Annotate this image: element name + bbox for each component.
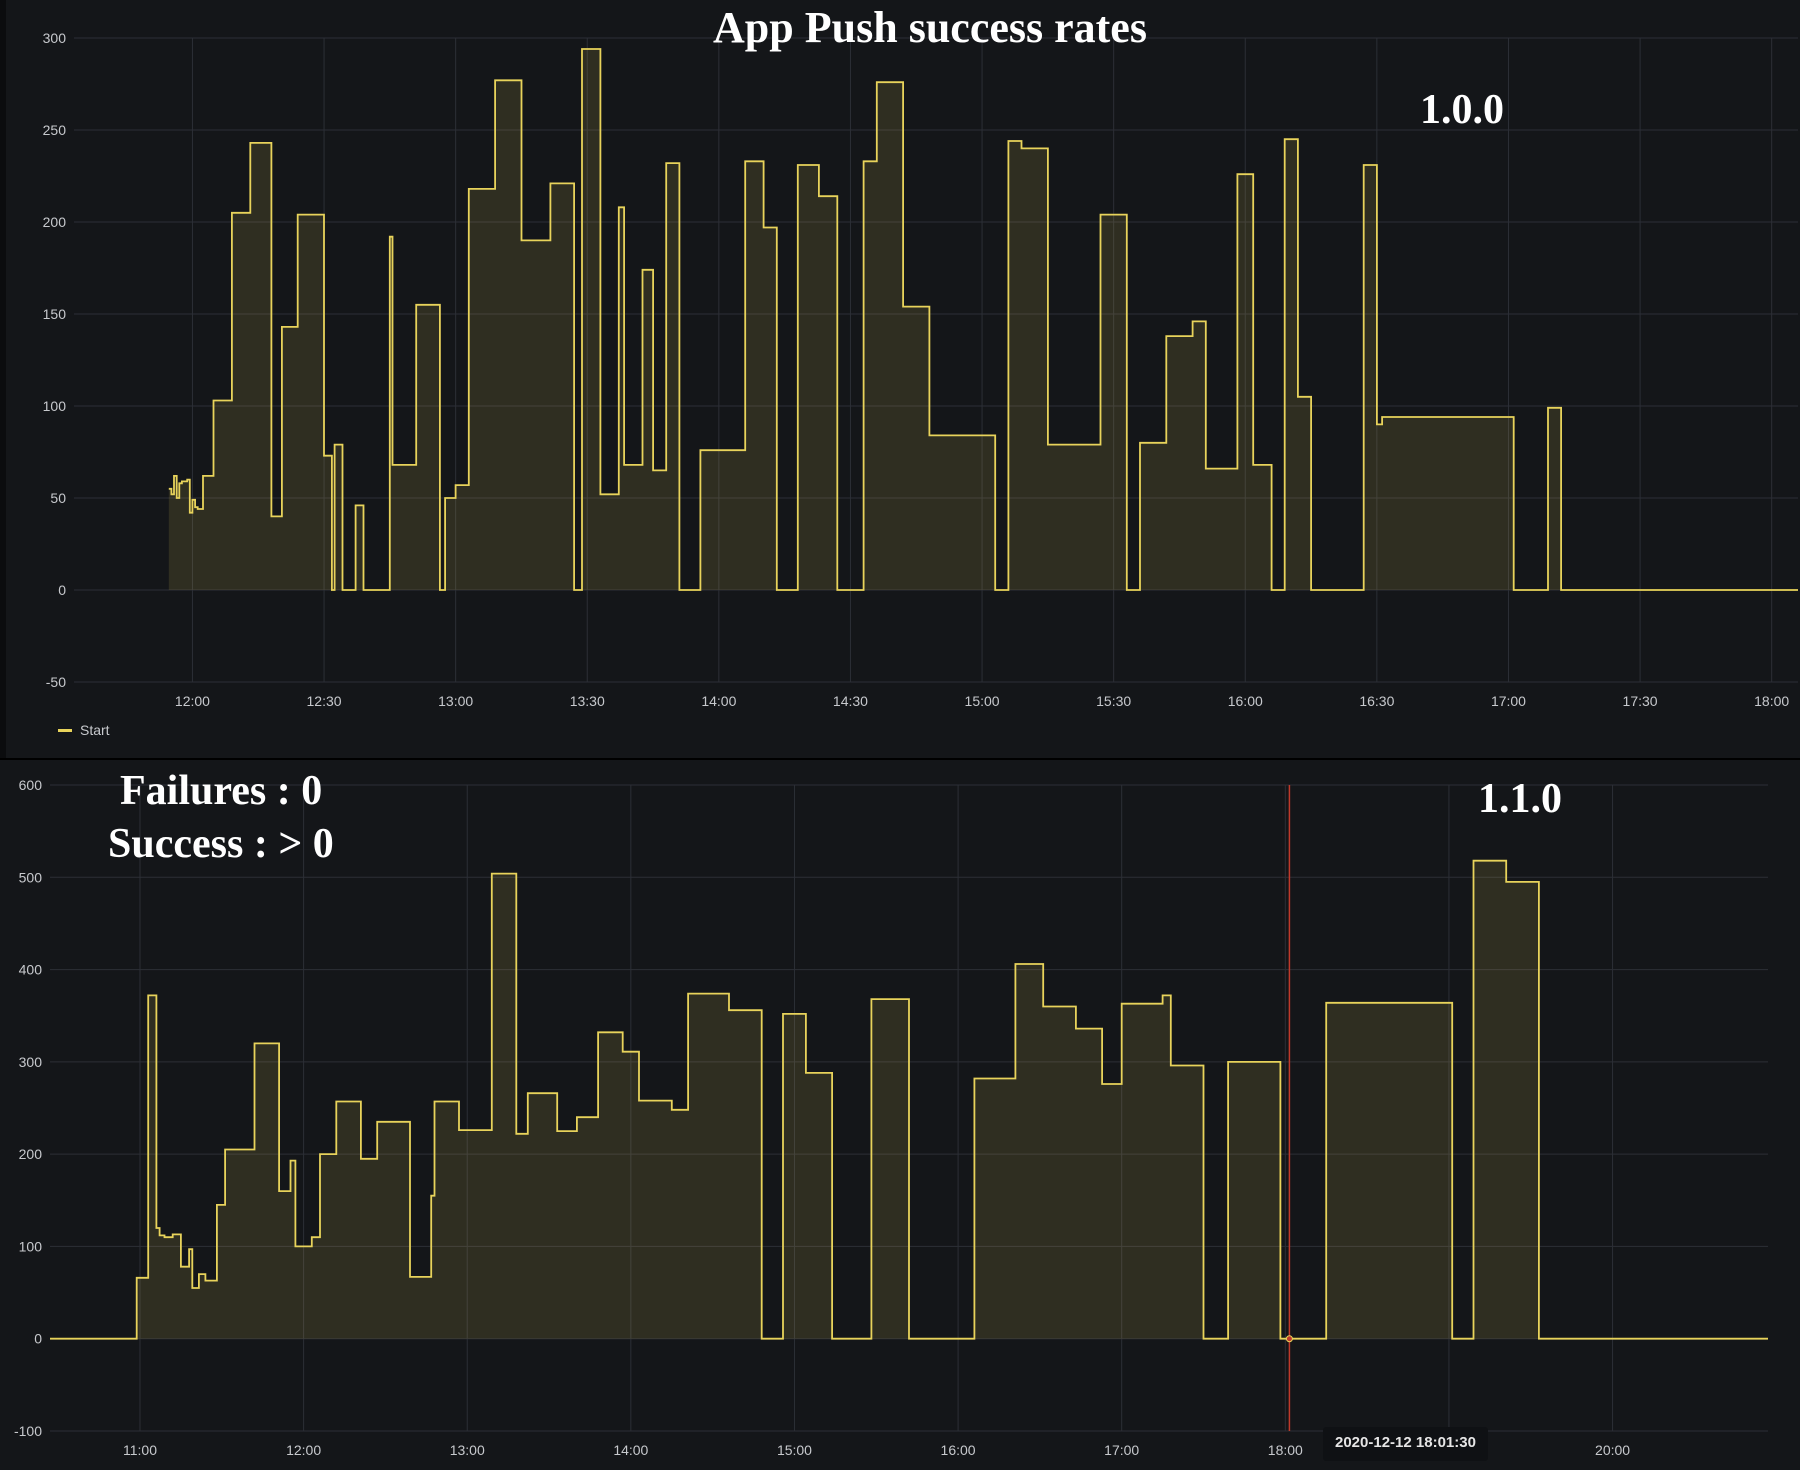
chart-top-svg: 300 250 200 150 100 50 0 -50 12:00 12:30 13:00 13:3… — [43, 30, 1798, 709]
chart-panel-bottom: 600 500 400 300 200 100 0 -100 11:00 12:00 13:00 14… — [0, 760, 1800, 1470]
legend-label-start: Start — [80, 722, 110, 738]
x-tick-label: 13:00 — [450, 1442, 485, 1458]
y-tick-label: 150 — [43, 306, 67, 322]
version-label-top: 1.0.0 — [1420, 87, 1504, 133]
hover-marker-dot — [1285, 1335, 1293, 1343]
x-tick-label: 14:30 — [833, 693, 868, 709]
x-tick-label: 17:00 — [1104, 1442, 1139, 1458]
x-tick-label: 14:00 — [613, 1442, 648, 1458]
x-tick-label: 18:00 — [1268, 1442, 1303, 1458]
x-tick-label: 12:00 — [286, 1442, 321, 1458]
y-tick-label: 600 — [19, 777, 43, 793]
chart-title: App Push success rates — [713, 3, 1147, 52]
x-tick-label: 16:30 — [1359, 693, 1394, 709]
legend[interactable]: Start — [58, 722, 110, 738]
x-tick-label: 17:00 — [1491, 693, 1526, 709]
y-tick-label: 0 — [58, 582, 66, 598]
y-tick-label: 100 — [43, 398, 67, 414]
x-tick-label: 15:30 — [1096, 693, 1131, 709]
y-tick-label: 200 — [19, 1146, 43, 1162]
y-tick-label: 300 — [43, 30, 67, 46]
chart-bottom-svg: 600 500 400 300 200 100 0 -100 11:00 12:00 13:00 14… — [14, 777, 1768, 1458]
series-line — [50, 859, 1768, 1340]
series-area — [168, 49, 1798, 590]
series-line — [168, 48, 1798, 591]
x-tick-label: 16:00 — [941, 1442, 976, 1458]
y-tick-label: -50 — [46, 674, 66, 690]
y-tick-label: 50 — [50, 490, 66, 506]
hover-tooltip: 2020-12-12 18:01:30 — [1323, 1427, 1488, 1461]
x-tick-label: 20:00 — [1595, 1442, 1630, 1458]
chart-panel-top: 300 250 200 150 100 50 0 -50 12:00 12:30 13:00 13:3… — [0, 0, 1800, 758]
x-tick-label: 17:30 — [1623, 693, 1658, 709]
x-tick-label: 15:00 — [777, 1442, 812, 1458]
x-tick-label: 13:30 — [570, 693, 605, 709]
x-tick-label: 15:00 — [965, 693, 1000, 709]
y-tick-label: 300 — [19, 1054, 43, 1070]
y-tick-label: 400 — [19, 962, 43, 978]
x-tick-label: 11:00 — [123, 1442, 157, 1458]
y-tick-label: 250 — [43, 122, 67, 138]
version-label-bottom: 1.1.0 — [1478, 776, 1562, 822]
success-note: Success : > 0 — [108, 821, 334, 867]
y-tick-label: 500 — [19, 869, 43, 885]
x-tick-label: 14:00 — [701, 693, 736, 709]
x-tick-label: 13:00 — [438, 693, 473, 709]
y-tick-label: -100 — [14, 1423, 42, 1439]
y-tick-label: 0 — [34, 1331, 42, 1347]
y-tick-label: 200 — [43, 214, 67, 230]
legend-swatch — [58, 728, 72, 732]
x-tick-label: 16:00 — [1228, 693, 1263, 709]
x-tick-label: 12:00 — [175, 693, 210, 709]
x-tick-label: 12:30 — [307, 693, 342, 709]
y-tick-label: 100 — [19, 1238, 43, 1254]
x-tick-label: 18:00 — [1754, 693, 1789, 709]
failures-note: Failures : 0 — [120, 768, 323, 814]
